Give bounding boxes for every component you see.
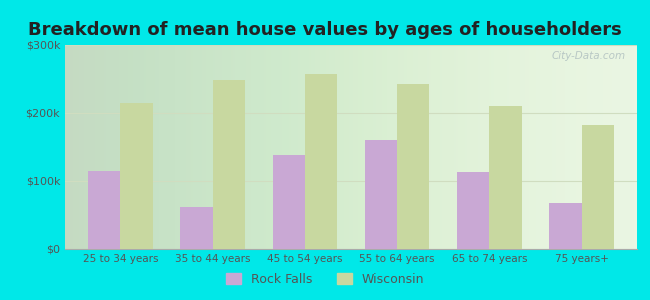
Bar (457, 172, 489, 249)
Text: City-Data.com: City-Data.com (551, 51, 625, 61)
Bar (88, 171, 120, 249)
Bar (272, 155, 305, 249)
Legend: Rock Falls, Wisconsin: Rock Falls, Wisconsin (220, 268, 430, 291)
Text: Breakdown of mean house values by ages of householders: Breakdown of mean house values by ages o… (28, 21, 622, 39)
Bar (549, 203, 582, 249)
Bar (120, 103, 153, 249)
Bar (213, 80, 245, 249)
Bar (582, 124, 614, 249)
Bar (397, 84, 430, 249)
Bar (365, 140, 397, 249)
Bar (305, 74, 337, 249)
Bar (489, 106, 522, 249)
Bar (180, 207, 213, 249)
